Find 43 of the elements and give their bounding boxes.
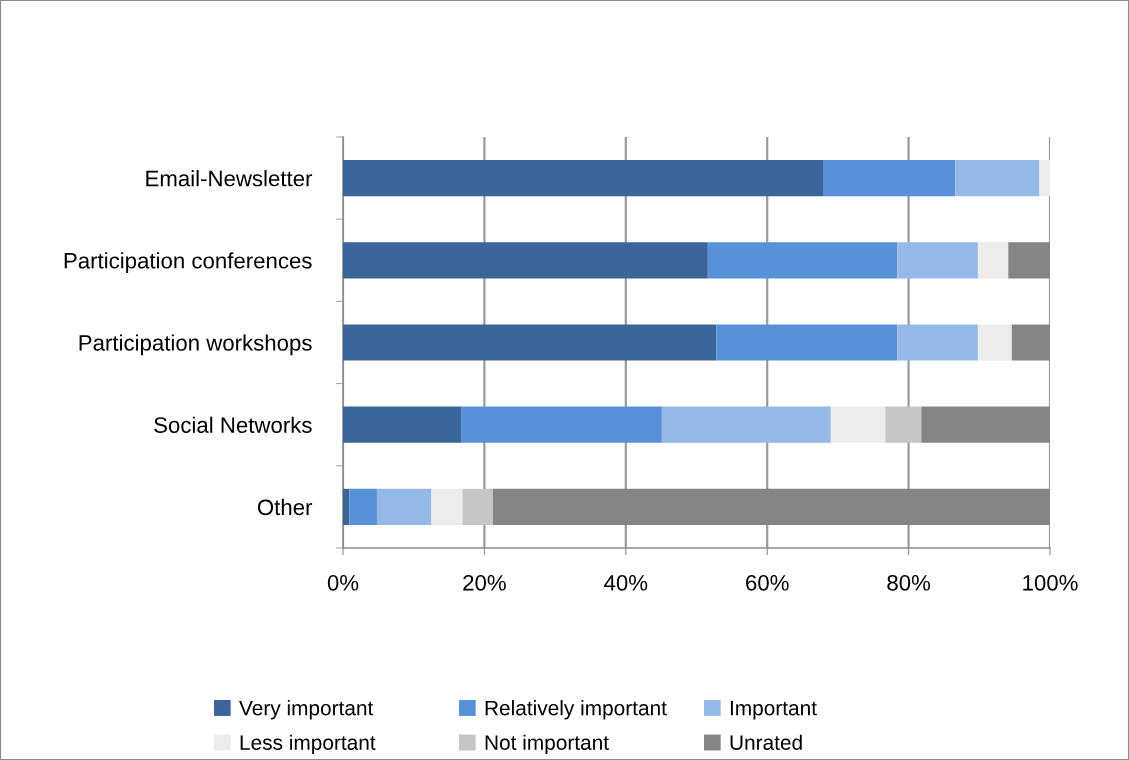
bar [343,406,462,443]
bar [830,406,886,443]
legend-label: Important [730,700,817,720]
bar [461,406,662,443]
x-tick-label: 40% [604,574,648,591]
x-tick-label: 100% [1023,574,1078,591]
bar [955,160,1040,197]
legend-label: Relatively important [485,700,667,720]
y-tick-label: Participation conferences [64,252,312,273]
x-tick-label: 0% [327,574,359,591]
bar [707,242,898,279]
bar [431,488,463,525]
bar [1039,160,1050,197]
bar [823,160,956,197]
bar [349,488,377,525]
bar [897,242,978,279]
legend-label: Unrated [730,734,802,750]
x-tick-label: 20% [463,574,506,591]
bar [343,242,708,279]
bar [1011,324,1050,361]
bar [492,488,1050,525]
bar [343,488,350,525]
bar [897,324,978,361]
bar [661,406,831,443]
bar [977,324,1012,361]
bar [462,488,493,525]
bar [343,160,824,197]
bar [376,488,432,525]
legend-label: Very important [239,700,374,720]
bar [343,324,717,361]
bar [977,242,1009,279]
legend-label: Not important [485,734,609,755]
y-tick-label: Social Networks [154,416,312,433]
x-tick-label: 80% [887,574,931,591]
y-tick-label: Participation workshops [79,334,312,356]
y-tick-label: Other [257,498,313,516]
bar [716,324,898,361]
bar [921,406,1050,443]
bar [1008,242,1050,279]
legend-label: Less important [240,734,376,755]
y-tick-label: Email-Newsletter [146,170,313,187]
x-tick-label: 60% [746,574,789,591]
bar [885,406,922,443]
